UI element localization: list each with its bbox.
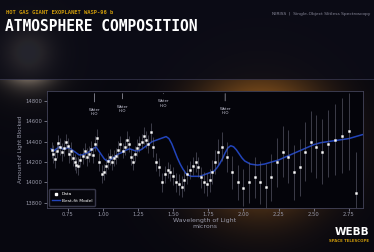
- Text: Water
H₂O: Water H₂O: [220, 93, 231, 115]
- Text: Water
H₂O: Water H₂O: [157, 93, 169, 108]
- Text: HOT GAS GIANT EXOPLANET WASP-96 b: HOT GAS GIANT EXOPLANET WASP-96 b: [6, 10, 113, 15]
- Text: WEBB: WEBB: [334, 227, 369, 237]
- Text: Water
H₂O: Water H₂O: [89, 93, 100, 116]
- Bar: [0, 0, 374, 79]
- X-axis label: Wavelength of Light
microns: Wavelength of Light microns: [173, 218, 236, 229]
- Text: Water
H₂O: Water H₂O: [117, 93, 128, 113]
- Legend: Data, Best-fit Model: Data, Best-fit Model: [49, 189, 95, 206]
- Y-axis label: Amount of Light Blocked: Amount of Light Blocked: [18, 116, 23, 183]
- Text: NIRISS  |  Single-Object Slitless Spectroscopy: NIRISS | Single-Object Slitless Spectros…: [272, 12, 370, 16]
- Text: SPACE TELESCOPE: SPACE TELESCOPE: [329, 239, 369, 243]
- Text: ATMOSPHERE COMPOSITION: ATMOSPHERE COMPOSITION: [5, 19, 197, 34]
